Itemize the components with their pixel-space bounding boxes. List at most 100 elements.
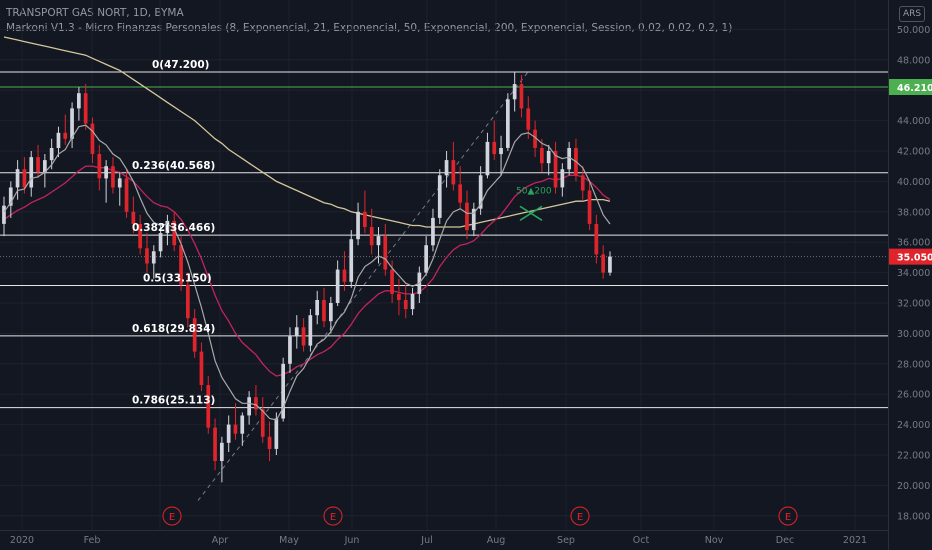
candle-body[interactable]	[580, 175, 585, 191]
candle-body[interactable]	[83, 93, 88, 124]
candle-body[interactable]	[49, 148, 54, 161]
candle-body[interactable]	[342, 269, 347, 282]
candle-body[interactable]	[151, 251, 156, 264]
candle-body[interactable]	[526, 108, 531, 130]
candle-body[interactable]	[356, 211, 360, 240]
candle-body[interactable]	[186, 284, 190, 319]
candle-body[interactable]	[220, 442, 224, 461]
candle-body[interactable]	[403, 300, 408, 310]
candle-body[interactable]	[301, 327, 306, 346]
earnings-marker-icon[interactable]	[778, 506, 798, 526]
candle-body[interactable]	[63, 132, 68, 139]
candle-body[interactable]	[410, 293, 415, 310]
candle-body[interactable]	[90, 123, 95, 154]
candle-body[interactable]	[560, 169, 565, 188]
candle-body[interactable]	[506, 99, 510, 148]
candle-body[interactable]	[424, 245, 428, 273]
candle-body[interactable]	[274, 418, 279, 449]
candle-body[interactable]	[478, 175, 483, 209]
candle-body[interactable]	[335, 269, 340, 303]
earnings-marker-icon[interactable]	[570, 506, 590, 526]
candle-body[interactable]	[608, 256, 612, 273]
candle-body[interactable]	[390, 269, 394, 294]
candle-body[interactable]	[70, 108, 74, 139]
candle-body[interactable]	[322, 300, 326, 322]
candle-body[interactable]	[206, 385, 211, 428]
candle-body[interactable]	[213, 427, 217, 461]
candle-body[interactable]	[451, 160, 456, 185]
candle-body[interactable]	[247, 397, 251, 416]
candle-body[interactable]	[349, 239, 354, 282]
candle-body[interactable]	[315, 300, 319, 316]
candle-body[interactable]	[281, 363, 285, 419]
candle-body[interactable]	[117, 178, 122, 188]
candle-body[interactable]	[97, 154, 102, 179]
candle-body[interactable]	[546, 151, 551, 164]
candle-body[interactable]	[199, 351, 204, 385]
candle-body[interactable]	[2, 205, 6, 224]
candle-body[interactable]	[512, 84, 517, 100]
candle-body[interactable]	[233, 424, 238, 434]
candle-body[interactable]	[254, 397, 258, 410]
candle-body[interactable]	[594, 224, 599, 255]
candle-body[interactable]	[294, 327, 299, 337]
earnings-marker-icon[interactable]	[162, 506, 182, 526]
candle-body[interactable]	[179, 245, 183, 285]
candle-body[interactable]	[369, 227, 374, 246]
candle-body[interactable]	[260, 409, 265, 437]
ema21-line[interactable]	[3, 165, 611, 377]
candle-body[interactable]	[567, 148, 571, 170]
candle-body[interactable]	[533, 129, 537, 148]
candle-body[interactable]	[540, 148, 544, 164]
candle-body[interactable]	[519, 84, 524, 109]
candle-body[interactable]	[458, 184, 462, 203]
candle-body[interactable]	[444, 160, 449, 176]
indicator-legend[interactable]: Markoni V1.3 - Micro Finanzas Personales…	[6, 22, 733, 34]
candle-body[interactable]	[124, 178, 129, 212]
candle-body[interactable]	[587, 190, 592, 224]
candle-body[interactable]	[465, 202, 469, 231]
candle-body[interactable]	[8, 187, 13, 206]
candle-body[interactable]	[104, 166, 108, 179]
candle-body[interactable]	[376, 236, 381, 246]
candle-body[interactable]	[172, 220, 177, 246]
candle-body[interactable]	[192, 318, 197, 352]
candle-body[interactable]	[363, 211, 367, 227]
candle-body[interactable]	[553, 151, 558, 188]
candle-body[interactable]	[165, 220, 170, 234]
candle-body[interactable]	[431, 217, 435, 246]
candle-body[interactable]	[29, 157, 34, 188]
candle-body[interactable]	[397, 293, 401, 300]
candle-body[interactable]	[329, 303, 333, 322]
cross-marker-icon[interactable]	[519, 205, 543, 221]
candle-body[interactable]	[22, 169, 27, 188]
candle-body[interactable]	[492, 141, 497, 155]
candle-body[interactable]	[43, 160, 47, 173]
fib-trend-line[interactable]	[197, 71, 529, 501]
candle-body[interactable]	[56, 132, 61, 148]
candle-body[interactable]	[145, 248, 149, 264]
candle-body[interactable]	[485, 141, 490, 176]
candle-body[interactable]	[36, 157, 40, 173]
candle-body[interactable]	[111, 166, 115, 188]
candle-body[interactable]	[15, 169, 20, 188]
ema8-line[interactable]	[3, 124, 611, 421]
candle-body[interactable]	[267, 436, 272, 449]
candle-body[interactable]	[131, 211, 136, 224]
candle-body[interactable]	[499, 148, 503, 155]
currency-badge[interactable]: ARS	[899, 6, 925, 22]
candle-body[interactable]	[308, 315, 313, 346]
candle-body[interactable]	[226, 424, 231, 443]
candle-body[interactable]	[471, 208, 476, 231]
earnings-marker-icon[interactable]	[323, 506, 343, 526]
candle-body[interactable]	[240, 415, 245, 434]
candle-body[interactable]	[288, 336, 292, 364]
candle-body[interactable]	[138, 224, 142, 249]
ema200-line[interactable]	[3, 36, 611, 228]
candle-body[interactable]	[77, 93, 81, 109]
candle-body[interactable]	[158, 233, 163, 252]
candle-body[interactable]	[437, 175, 442, 218]
candle-body[interactable]	[601, 254, 605, 273]
candle-body[interactable]	[383, 236, 388, 270]
